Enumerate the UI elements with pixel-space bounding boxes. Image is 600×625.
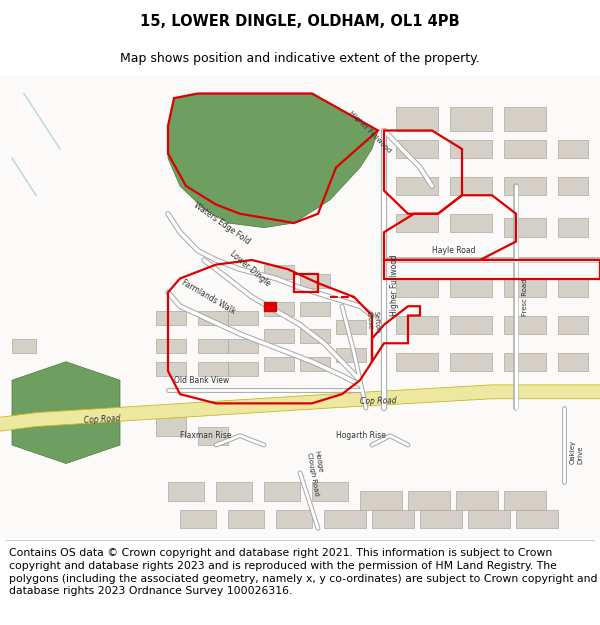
Bar [228, 362, 258, 376]
Bar [558, 316, 588, 334]
Bar [300, 302, 330, 316]
Bar [300, 274, 330, 288]
Bar [12, 339, 36, 352]
Bar [504, 491, 546, 510]
Text: Higher Fullwood: Higher Fullwood [390, 254, 399, 316]
Bar [396, 352, 438, 371]
Text: Fresc Road: Fresc Road [522, 278, 528, 316]
Bar [180, 510, 216, 528]
Bar [396, 279, 438, 297]
Bar [198, 311, 228, 325]
Text: Lower Dingle: Lower Dingle [228, 249, 272, 288]
Bar [228, 339, 258, 352]
Bar [396, 214, 438, 232]
Bar [558, 177, 588, 195]
Bar [504, 316, 546, 334]
Bar [264, 302, 294, 316]
Text: Hodge
Clough Road: Hodge Clough Road [306, 451, 326, 496]
Bar [336, 320, 366, 334]
Text: 15, LOWER DINGLE, OLDHAM, OL1 4PB: 15, LOWER DINGLE, OLDHAM, OL1 4PB [140, 14, 460, 29]
Bar [420, 510, 462, 528]
Bar [516, 510, 558, 528]
Bar [156, 362, 186, 376]
Text: Oakley
Drive: Oakley Drive [570, 439, 583, 464]
Text: Map shows position and indicative extent of the property.: Map shows position and indicative extent… [120, 52, 480, 65]
Polygon shape [264, 302, 276, 311]
Polygon shape [12, 362, 120, 464]
Bar [450, 140, 492, 158]
Bar [450, 316, 492, 334]
Bar [396, 107, 438, 131]
Text: Contains OS data © Crown copyright and database right 2021. This information is : Contains OS data © Crown copyright and d… [9, 548, 598, 596]
Bar [156, 311, 186, 325]
Bar [450, 214, 492, 232]
Bar [198, 339, 228, 352]
Bar [504, 218, 546, 237]
Bar [456, 491, 498, 510]
Bar [216, 482, 252, 501]
Text: Old Bank View: Old Bank View [174, 376, 229, 385]
Bar [264, 264, 294, 279]
Bar [360, 491, 402, 510]
Bar [228, 311, 258, 325]
Bar [558, 279, 588, 297]
Bar [558, 218, 588, 237]
Bar [396, 140, 438, 158]
Bar [228, 510, 264, 528]
Bar [408, 491, 450, 510]
Bar [450, 177, 492, 195]
Bar [504, 140, 546, 158]
Bar [504, 107, 546, 131]
Text: Farmlands Walk: Farmlands Walk [180, 278, 237, 316]
Text: Hayle Road: Hayle Road [432, 246, 476, 256]
Text: Waters Edge Fold: Waters Edge Fold [192, 201, 251, 246]
Bar [156, 339, 186, 352]
Text: Flaxman Rise: Flaxman Rise [180, 431, 232, 441]
Bar [450, 107, 492, 131]
Text: Sefton
Close: Sefton Close [366, 311, 381, 334]
Text: Cop Road: Cop Road [360, 396, 397, 406]
Bar [168, 482, 204, 501]
Text: Hogarth Rise: Hogarth Rise [336, 431, 386, 441]
Bar [276, 510, 312, 528]
Bar [336, 348, 366, 362]
Bar [504, 177, 546, 195]
Bar [396, 177, 438, 195]
Bar [450, 279, 492, 297]
Text: Cop Road: Cop Road [84, 414, 121, 425]
Bar [372, 510, 414, 528]
Bar [198, 362, 228, 376]
Bar [504, 279, 546, 297]
Bar [264, 329, 294, 343]
Bar [450, 352, 492, 371]
Bar [264, 357, 294, 371]
Polygon shape [168, 94, 378, 228]
Bar [558, 140, 588, 158]
Bar [156, 418, 186, 436]
Bar [300, 329, 330, 343]
Bar [264, 482, 300, 501]
Bar [300, 357, 330, 371]
Bar [468, 510, 510, 528]
Bar [312, 482, 348, 501]
Text: Higher Fullwood: Higher Fullwood [348, 109, 392, 154]
Bar [558, 352, 588, 371]
Bar [504, 352, 546, 371]
Bar [198, 426, 228, 445]
Bar [324, 510, 366, 528]
Bar [396, 316, 438, 334]
